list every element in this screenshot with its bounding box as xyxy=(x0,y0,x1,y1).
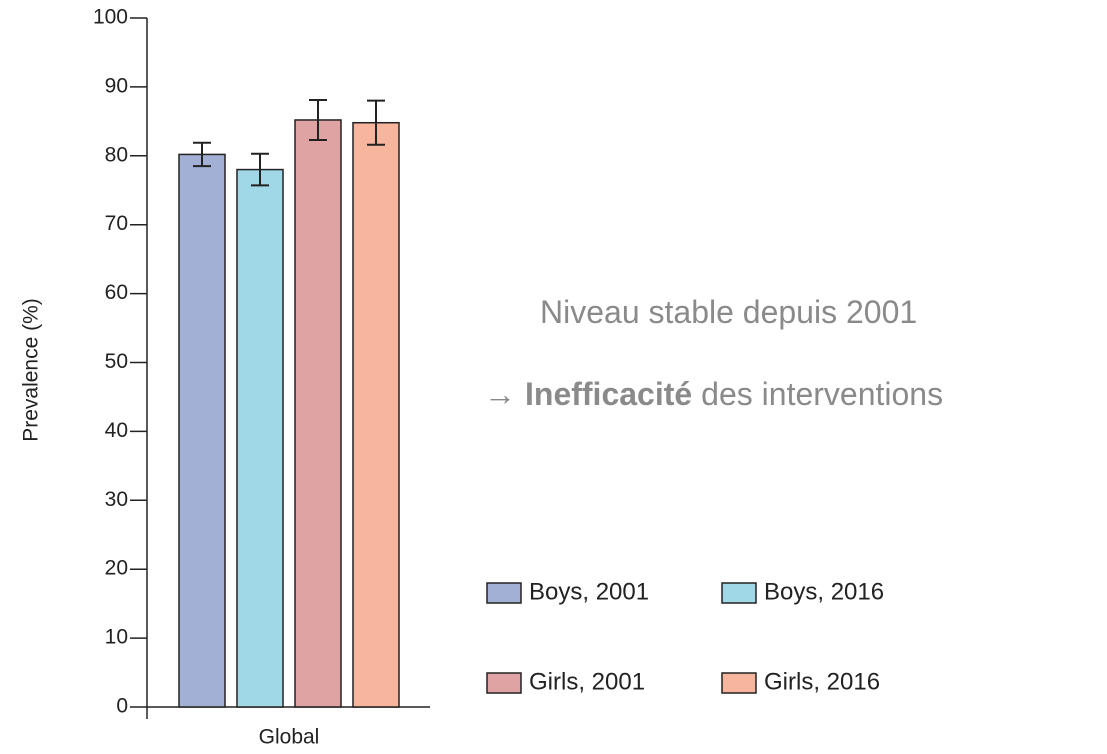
y-tick-label: 0 xyxy=(116,695,128,718)
annotation: Niveau stable depuis 2001 xyxy=(540,294,917,330)
y-axis-label: Prevalence (%) xyxy=(20,298,43,442)
bar xyxy=(178,153,226,708)
annotation-part: → xyxy=(484,376,516,412)
legend-label: Girls, 2016 xyxy=(764,668,880,695)
annotation: → Inefficacité des interventions xyxy=(484,376,943,412)
annotation-part: Niveau stable depuis 2001 xyxy=(540,294,917,330)
y-tick-label: 40 xyxy=(105,419,128,442)
bar xyxy=(294,119,342,708)
y-tick-label: 50 xyxy=(105,350,128,373)
y-tick-label: 100 xyxy=(93,6,128,29)
legend-label: Boys, 2016 xyxy=(764,578,884,605)
error-bar xyxy=(367,99,385,146)
annotation-part: des interventions xyxy=(701,376,943,412)
bar xyxy=(236,168,284,708)
error-bar xyxy=(251,152,269,187)
error-bar xyxy=(193,141,211,168)
error-bar xyxy=(309,98,327,141)
legend-label: Girls, 2001 xyxy=(529,668,645,695)
x-tick-label: Global xyxy=(259,726,320,749)
legend-swatch xyxy=(486,582,522,604)
y-tick-label: 60 xyxy=(105,281,128,304)
y-tick-label: 90 xyxy=(105,74,128,97)
bar xyxy=(352,121,400,708)
y-tick-label: 80 xyxy=(105,143,128,166)
legend-swatch xyxy=(486,672,522,694)
legend-swatch xyxy=(721,672,757,694)
y-tick-label: 20 xyxy=(105,557,128,580)
y-tick-label: 10 xyxy=(105,626,128,649)
legend-swatch xyxy=(721,582,757,604)
legend-label: Boys, 2001 xyxy=(529,578,649,605)
annotation-part: Inefficacité xyxy=(525,376,692,412)
y-tick-label: 70 xyxy=(105,212,128,235)
y-tick-label: 30 xyxy=(105,488,128,511)
